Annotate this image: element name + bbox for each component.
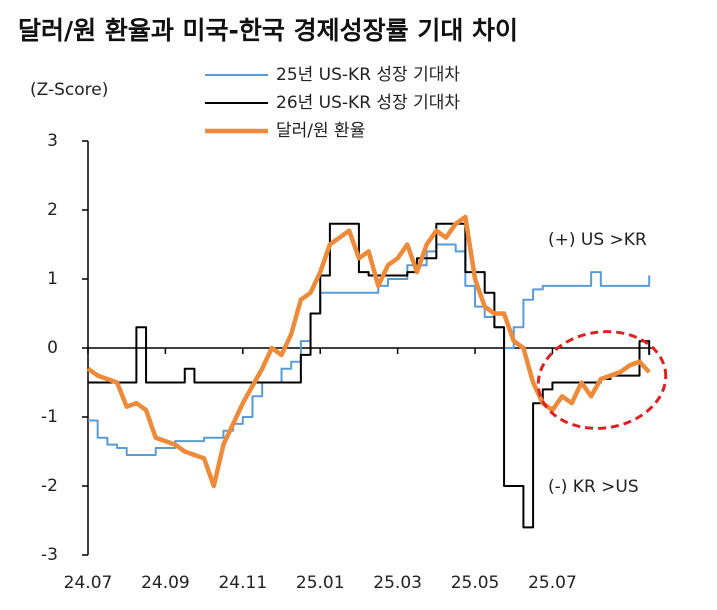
chart-title: 달러/원 환율과 미국-한국 경제성장률 기대 차이 [18, 16, 518, 45]
highlight-ellipse [536, 330, 668, 430]
y-tick-label: 0 [47, 338, 58, 358]
y-axis-label: (Z-Score) [30, 80, 108, 100]
y-tick-label: 3 [47, 131, 58, 151]
y-tick-label: 1 [47, 269, 58, 289]
legend-label: 달러/원 환율 [276, 121, 365, 141]
legend-label: 25년 US-KR 성장 기대차 [276, 65, 460, 85]
x-tick-label: 25.05 [451, 573, 500, 593]
y-tick-label: 2 [47, 200, 58, 220]
x-tick-label: 25.01 [296, 573, 345, 593]
y-tick-label: -1 [41, 407, 58, 427]
x-tick-label: 25.07 [528, 573, 577, 593]
y-tick-label: -3 [41, 545, 58, 565]
annotation: (-) KR >US [548, 477, 639, 497]
x-tick-label: 24.09 [141, 573, 190, 593]
series-line [86, 214, 651, 489]
annotation: (+) US >KR [548, 230, 647, 250]
x-tick-label: 24.07 [64, 573, 113, 593]
x-tick-label: 24.11 [218, 573, 267, 593]
legend-label: 26년 US-KR 성장 기대차 [276, 93, 460, 113]
x-tick-label: 25.03 [373, 573, 422, 593]
series-line [88, 243, 651, 456]
y-tick-label: -2 [41, 476, 58, 496]
series-line [88, 222, 651, 529]
